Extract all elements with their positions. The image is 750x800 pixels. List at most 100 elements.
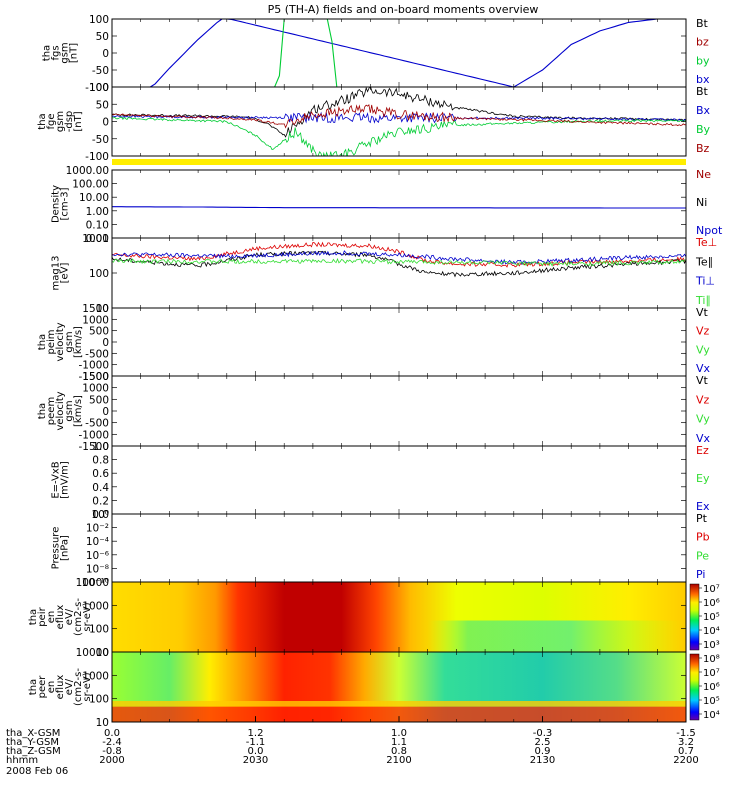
y-tick-label: -1500 <box>78 371 109 383</box>
xaxis-value: 0.7 <box>678 746 694 757</box>
y-axis-label: eflux <box>55 605 66 630</box>
y-tick-label: 1000 <box>82 600 109 612</box>
legend-by: by <box>696 54 710 67</box>
xaxis-value: 1.1 <box>391 737 407 748</box>
y-axis-label: en <box>46 611 57 624</box>
y-axis-label: [km/s] <box>73 326 84 358</box>
y-axis-label: tha <box>37 334 48 350</box>
y-axis-label: velocity <box>55 322 66 361</box>
y-tick-label: 50 <box>96 99 109 111</box>
legend-Vz: Vz <box>696 325 710 338</box>
y-axis-label: Density <box>51 185 62 223</box>
y-tick-label: -100 <box>85 151 109 163</box>
y-tick-label: 10⁰ <box>91 509 109 521</box>
y-axis-label: [mV/m] <box>60 461 71 499</box>
legend-Pt: Pt <box>696 512 708 525</box>
panel-efield: 1.0 0.80.6 0.40.2 0.0 E=-VxB[mV/m] Ez Ey Ex <box>51 441 710 521</box>
figure-title: P5 (TH-A) fields and on-board moments ov… <box>268 3 539 16</box>
xaxis-value: 2.5 <box>535 737 551 748</box>
y-tick-label: 1000 <box>82 314 109 326</box>
y-tick-label: 50 <box>96 31 109 43</box>
y-axis-label: tha <box>28 679 39 695</box>
y-axis-label: [nT] <box>73 111 84 131</box>
y-axis-label: peim <box>46 329 57 354</box>
legend-bz: bz <box>696 36 709 49</box>
xaxis-value: -1.1 <box>246 737 266 748</box>
y-tick-label: 0.10 <box>86 219 109 231</box>
y-tick-label: 10.00 <box>79 192 109 204</box>
y-tick-label: 100 <box>89 694 109 706</box>
y-axis-label: [nPa] <box>60 535 71 561</box>
y-tick-label: 1500 <box>82 303 109 315</box>
y-tick-label: 100 <box>89 624 109 636</box>
y-tick-label: 10⁻⁸ <box>86 563 109 575</box>
y-tick-label: -50 <box>92 65 109 77</box>
colorbar-label: 10⁸ <box>703 654 720 665</box>
y-tick-label: -500 <box>85 348 109 360</box>
xaxis-value: 2100 <box>386 755 411 766</box>
xaxis-value: 2000 <box>99 755 124 766</box>
legend-Ex: Ex <box>696 500 710 513</box>
y-axis-label: en <box>46 681 57 694</box>
legend-Npot: Npot <box>696 224 723 237</box>
y-axis-label: fgs <box>51 45 62 60</box>
y-axis-label: peer <box>37 675 48 699</box>
efield-frame <box>111 445 687 515</box>
panel-peim: 150010005000-500-1000-1500thapeimvelocit… <box>37 303 711 383</box>
peim-frame <box>111 307 687 377</box>
y-axis-label: eflux <box>55 675 66 700</box>
legend-Ne: Ne <box>696 168 711 181</box>
legend-bx: bx <box>696 73 710 86</box>
legend-Vy: Vy <box>696 343 710 356</box>
panel-peir: 10⁷ 10⁶ 10⁵ 10⁴ 10³ 10000 1000 100 10 thapeirenef… <box>28 577 720 659</box>
y-tick-label: -1000 <box>78 360 109 372</box>
y-tick-label: 0.2 <box>92 495 109 507</box>
y-axis-label: gsm <box>64 400 75 421</box>
y-tick-label: 10000 <box>76 647 109 659</box>
colorbar-label: 10⁶ <box>703 682 720 693</box>
legend-Ni: Ni <box>696 196 707 209</box>
legend-Bx: Bx <box>696 104 711 117</box>
y-axis-label: peem <box>46 397 57 425</box>
colorbar-label: 10³ <box>703 640 720 651</box>
xaxis-row-label-tha_Z-GSM: tha_Z-GSM <box>6 746 61 757</box>
y-tick-label: -100 <box>85 82 109 94</box>
y-axis-label: eV/ <box>64 678 75 695</box>
y-axis-label: tha <box>28 609 39 625</box>
y-axis-label: (cm2-s- <box>73 598 84 636</box>
peer-colorbar <box>689 653 700 721</box>
y-tick-label: 0 <box>102 117 109 129</box>
y-axis-label: velocity <box>55 391 66 430</box>
legend-Vz: Vz <box>696 393 710 406</box>
temp-frame <box>111 237 687 309</box>
y-tick-label: 10 <box>96 647 109 659</box>
legend-Vy: Vy <box>696 413 710 426</box>
xaxis-row-label-tha_Y-GSM: tha_Y-GSM <box>6 737 59 748</box>
y-tick-label: 10 <box>96 303 109 315</box>
y-axis-label: eV/ <box>64 608 75 625</box>
xaxis-value: 0.0 <box>248 746 264 757</box>
xaxis-value: 1.2 <box>248 728 264 739</box>
legend-Vt: Vt <box>696 306 709 319</box>
y-tick-label: -1000 <box>78 429 109 441</box>
y-tick-label: 1000 <box>82 670 109 682</box>
legend-Ez: Ez <box>696 444 709 457</box>
colorbar-label: 10⁵ <box>703 612 720 623</box>
legend-Te⊥: Te⊥ <box>695 236 717 249</box>
xaxis-value: 1.0 <box>391 728 407 739</box>
density-series-Npot <box>112 206 686 209</box>
y-axis-label: sr-eV) <box>82 672 93 701</box>
y-tick-label: 0.0 <box>92 509 109 521</box>
y-tick-label: 100 <box>89 82 109 94</box>
xaxis-value: -0.3 <box>533 728 553 739</box>
y-axis-label: [cm-3] <box>60 187 71 220</box>
y-axis-label: tha <box>37 113 48 129</box>
fge-series-Bz <box>112 103 686 129</box>
y-tick-label: 500 <box>89 326 109 338</box>
y-axis-label: [nT] <box>69 43 80 63</box>
y-tick-label: 1000 <box>82 383 109 395</box>
xaxis-value: 0.9 <box>535 746 551 757</box>
legend-Ti∥: Ti∥ <box>695 294 711 307</box>
